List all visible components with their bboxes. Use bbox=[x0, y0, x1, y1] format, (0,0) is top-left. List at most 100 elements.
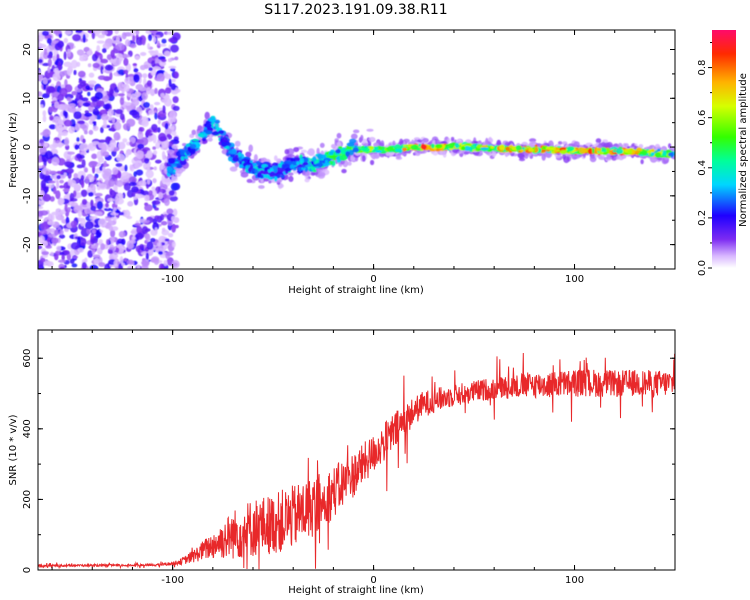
spectrogram-noise-cell bbox=[48, 233, 57, 238]
spectrogram-noise-cell bbox=[101, 114, 109, 121]
spectrogram-noise-cell bbox=[131, 110, 140, 119]
colorbar: 0.0 0.2 0.4 0.6 0.8 Normalized spectral ampl… bbox=[697, 30, 749, 276]
spectrogram-noise-cell bbox=[94, 91, 104, 100]
spectrogram-noise-cell bbox=[59, 185, 65, 189]
spectrogram-noise-cell bbox=[67, 178, 73, 186]
colorbar-tick-label: 0.0 bbox=[697, 260, 708, 276]
spectrogram-noise-cell bbox=[107, 249, 113, 254]
spectrogram-noise-cell bbox=[114, 121, 122, 131]
spectrogram-noise-cell bbox=[41, 30, 50, 36]
spectrogram-noise-cell bbox=[88, 143, 94, 150]
spectrogram-noise-cell bbox=[158, 263, 164, 269]
spectrogram-noise-cell bbox=[96, 88, 104, 93]
spectrogram-noise-cell bbox=[76, 61, 81, 67]
spectrogram-noise-cell bbox=[48, 180, 56, 184]
snr-panel: -100 0 100 0 200 400 600 Height of straight li… bbox=[8, 329, 676, 596]
spectrogram-noise-cell bbox=[58, 259, 66, 263]
spectrogram-noise-cell bbox=[73, 173, 78, 179]
spectrogram-noise-cell bbox=[117, 82, 124, 91]
spectrogram-noise-cell bbox=[109, 189, 116, 199]
spectrogram-halo-cell bbox=[366, 128, 374, 132]
spectrogram-ridge-cell bbox=[335, 149, 341, 154]
spectrogram-noise-cell bbox=[113, 92, 119, 97]
spectrogram-noise-cell bbox=[154, 227, 158, 235]
spectrogram-ridge-cell bbox=[297, 164, 304, 168]
spectrogram-ridge-cell bbox=[340, 151, 346, 155]
spectrogram-noise-cell bbox=[51, 118, 57, 123]
spectrogram-noise-cell bbox=[164, 122, 169, 130]
spectrogram-noise-cell bbox=[166, 194, 172, 199]
spectrogram-noise-cell bbox=[50, 251, 54, 256]
spectrogram-ridge-cell bbox=[651, 148, 655, 153]
spectrogram-noise-cell bbox=[150, 88, 156, 97]
spectrogram-noise-cell bbox=[166, 133, 171, 138]
spectrogram-noise-cell bbox=[85, 85, 91, 90]
spectrogram-noise-cell bbox=[136, 225, 143, 235]
spectrogram-noise-cell bbox=[98, 183, 107, 190]
spectrogram-halo-cell bbox=[191, 129, 197, 135]
spectrogram-ridge-cell bbox=[579, 148, 587, 154]
colorbar-tick-label: 0.8 bbox=[697, 60, 708, 76]
spectrogram-ridge-cell bbox=[208, 117, 217, 123]
spectrogram-ridge-cell bbox=[448, 143, 455, 148]
spectrogram-ridge-cell bbox=[515, 145, 522, 151]
chart-title: S117.2023.191.09.38.R11 bbox=[264, 2, 447, 18]
spectrogram-ridge-cell bbox=[190, 143, 197, 149]
spectrogram-halo-cell bbox=[353, 129, 360, 134]
spectrogram-noise-cell bbox=[145, 132, 153, 137]
spectrogram-noise-cell bbox=[86, 50, 92, 56]
spectrogram-noise-cell bbox=[142, 116, 149, 125]
spectrogram-noise-cell bbox=[66, 67, 72, 76]
spectrogram-noise-cell bbox=[38, 91, 43, 97]
spectrogram-noise-cell bbox=[88, 72, 95, 78]
spectrogram-noise-cell bbox=[103, 160, 107, 168]
spectrogram-noise-cell bbox=[68, 103, 76, 108]
spectrogram-noise-cell bbox=[64, 137, 70, 147]
spectrogram-noise-cell bbox=[151, 186, 156, 191]
spectrogram-noise-cell bbox=[46, 38, 53, 44]
spectrogram-ridge-cell bbox=[301, 166, 306, 171]
spectrogram-noise-cell bbox=[69, 192, 75, 202]
spectrogram-noise-cell bbox=[109, 89, 115, 97]
spectrogram-halo-cell bbox=[285, 174, 289, 180]
spectrogram-noise-cell bbox=[48, 106, 54, 113]
spectrogram-noise-cell bbox=[95, 52, 102, 56]
spectrogram-noise-cell bbox=[38, 165, 43, 169]
spectrogram-noise-cell bbox=[128, 176, 137, 184]
spectrogram-noise-cell bbox=[67, 207, 71, 213]
spectrogram-noise-cell bbox=[88, 191, 94, 197]
spectrogram-ridge-cell bbox=[172, 171, 176, 175]
spectrogram-noise-cell bbox=[73, 111, 82, 120]
spectrogram-noise-cell bbox=[142, 73, 148, 79]
spectrogram-noise-cell bbox=[78, 70, 86, 78]
spectrogram-noise-cell bbox=[79, 154, 85, 159]
spectrogram-noise-cell bbox=[71, 263, 78, 268]
spectrogram-ridge-cell bbox=[269, 173, 273, 178]
spectrogram-y-tick-label: -10 bbox=[22, 188, 33, 204]
spectrogram-noise-cell bbox=[42, 77, 48, 85]
spectrogram-ridge-cell bbox=[587, 148, 593, 155]
spectrogram-noise-cell bbox=[116, 179, 124, 188]
spectrogram-noise-cell bbox=[96, 40, 105, 44]
spectrogram-ridge-cell bbox=[249, 165, 254, 170]
spectrogram-noise-cell bbox=[49, 115, 54, 121]
spectrogram-noise-cell bbox=[56, 175, 61, 180]
spectrogram-noise-cell bbox=[148, 67, 153, 71]
spectrogram-noise-cell bbox=[63, 172, 67, 177]
spectrogram-noise-cell bbox=[156, 73, 165, 82]
spectrogram-ridge-cell bbox=[547, 147, 557, 151]
spectrogram-noise-cell bbox=[52, 186, 57, 195]
spectrogram-noise-cell bbox=[121, 238, 126, 246]
spectrogram-noise-cell bbox=[38, 73, 43, 82]
spectrogram-noise-cell bbox=[84, 176, 90, 185]
spectrogram-ridge-cell bbox=[559, 149, 568, 155]
spectrogram-noise-cell bbox=[38, 245, 43, 250]
spectrogram-noise-cell bbox=[51, 237, 59, 244]
spectrogram-halo-cell bbox=[246, 178, 253, 183]
spectrogram-noise-cell bbox=[107, 143, 115, 152]
spectrogram-noise-cell bbox=[166, 31, 173, 35]
spectrogram-noise-cell bbox=[121, 167, 126, 171]
spectrogram-ridge-cell bbox=[211, 131, 220, 136]
spectrogram-noise-cell bbox=[164, 50, 171, 57]
spectrogram-halo-cell bbox=[284, 149, 290, 155]
